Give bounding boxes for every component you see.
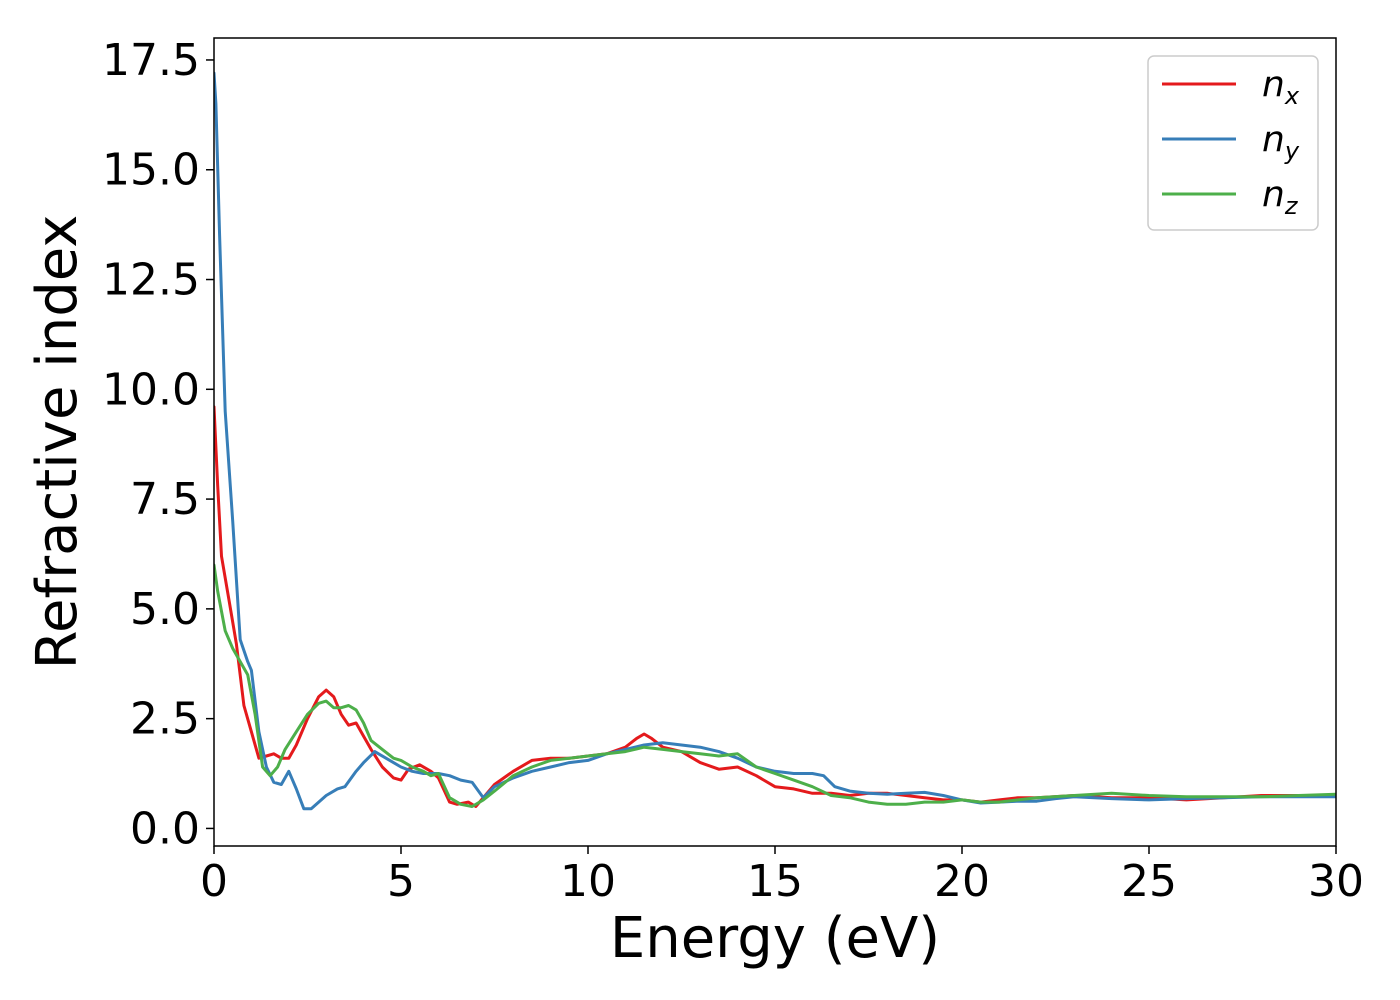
y-tick-label: 0.0	[130, 803, 200, 854]
series-line-z	[214, 563, 1336, 808]
x-tick-label: 25	[1121, 856, 1177, 907]
y-tick-label: 5.0	[130, 584, 200, 635]
y-axis-ticks: 0.0 2.5 5.0 7.5 10.0 12.5 15.0 17.5	[102, 35, 214, 854]
x-tick-label: 30	[1308, 856, 1364, 907]
legend-label-x: nx	[1262, 64, 1300, 110]
y-tick-label: 12.5	[102, 255, 200, 306]
x-tick-label: 20	[934, 856, 990, 907]
legend-label-y: ny	[1262, 119, 1300, 165]
y-tick-label: 10.0	[102, 364, 200, 415]
y-tick-label: 15.0	[102, 145, 200, 196]
y-tick-label: 17.5	[102, 35, 200, 86]
x-tick-label: 15	[747, 856, 803, 907]
y-tick-label: 7.5	[130, 474, 200, 525]
y-axis-label: Refractive index	[25, 215, 90, 670]
legend-label-z: nz	[1262, 174, 1299, 220]
x-tick-label: 0	[200, 856, 228, 907]
x-axis-ticks: 0 5 10 15 20 25 30	[200, 846, 1364, 907]
legend: nx ny nz	[1147, 55, 1319, 231]
x-tick-label: 5	[387, 856, 415, 907]
legend-box	[1147, 55, 1319, 231]
x-tick-label: 10	[560, 856, 616, 907]
series-group	[214, 71, 1336, 811]
x-axis-label: Energy (eV)	[610, 906, 940, 971]
y-tick-label: 2.5	[130, 694, 200, 745]
